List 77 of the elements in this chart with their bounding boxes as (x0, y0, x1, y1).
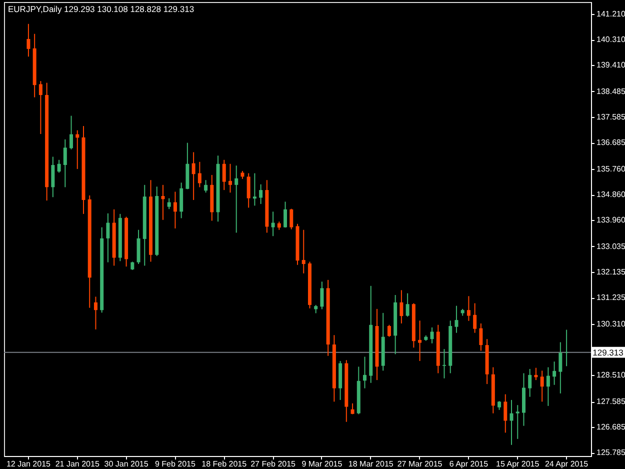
x-tick-label: 24 Apr 2015 (544, 460, 589, 468)
candlestick (320, 281, 324, 310)
candlestick (57, 159, 61, 174)
ref-line-label: 129.313 (592, 347, 624, 358)
x-tick-label: 15 Apr 2015 (496, 460, 540, 468)
x-tick-label: 18 Mar 2015 (348, 460, 394, 468)
x-tick-label: 9 Mar 2015 (302, 460, 343, 468)
candlestick (552, 361, 556, 386)
candlestick (161, 184, 165, 220)
candlestick (387, 324, 391, 338)
x-tick-label: 18 Feb 2015 (202, 460, 248, 468)
x-tick-label: 27 Mar 2015 (397, 460, 443, 468)
y-tick-label: 138.485 (596, 86, 625, 96)
candlestick (70, 115, 74, 150)
y-tick-label: 125.785 (596, 448, 625, 458)
x-tick-label: 21 Jan 2015 (55, 460, 100, 468)
candlestick (363, 356, 367, 389)
candlestick (252, 172, 256, 206)
x-tick-label: 12 Jan 2015 (6, 460, 52, 468)
x-tick-label: 27 Feb 2015 (250, 460, 296, 468)
x-tick-label: 30 Jan 2015 (104, 460, 149, 468)
y-tick-label: 128.510 (596, 370, 625, 380)
candlestick (106, 212, 110, 263)
y-tick-label: 133.960 (596, 216, 625, 225)
candlestick (63, 138, 67, 188)
candlestick (271, 211, 275, 237)
candlestick (192, 152, 196, 200)
chart-title: EURJPY,Daily 129.293 130.108 128.828 129.313 (8, 4, 194, 14)
candlestick (418, 320, 422, 362)
candlestick (259, 184, 263, 204)
candlestick (94, 296, 98, 330)
candlestick (473, 302, 477, 334)
y-tick-label: 140.310 (596, 35, 625, 44)
candlestick (234, 165, 238, 234)
y-tick-label: 135.760 (596, 164, 625, 174)
candlestick (173, 191, 177, 229)
candlestick (222, 159, 226, 191)
y-tick-label: 130.310 (596, 320, 625, 329)
candlestick (558, 342, 562, 394)
y-tick-label: 132.135 (596, 268, 625, 277)
candlestick (26, 23, 30, 58)
y-tick-label: 137.585 (596, 112, 625, 122)
y-tick-label: 139.410 (596, 60, 625, 70)
candlestick (204, 180, 208, 194)
candlestick (198, 161, 202, 188)
candlestick (516, 404, 520, 440)
candlestick (546, 366, 550, 406)
candlestick (540, 370, 544, 402)
y-tick-label: 131.235 (596, 293, 625, 302)
y-tick-label: 136.685 (596, 138, 625, 148)
candlestick (284, 201, 288, 228)
candlestick (454, 305, 458, 334)
candlestick (38, 80, 42, 134)
y-tick-label: 141.210 (596, 9, 625, 18)
y-tick-label: 126.685 (596, 422, 625, 432)
candlestick (51, 156, 55, 198)
candlestick (510, 399, 514, 446)
candlestick (400, 290, 404, 324)
candlestick (406, 292, 410, 318)
candlestick (290, 208, 294, 230)
y-tick-label: 134.860 (596, 190, 625, 200)
candlestick (302, 229, 306, 274)
candlestick (528, 368, 532, 398)
x-tick-label: 6 Apr 2015 (449, 460, 489, 468)
candlestick (136, 229, 140, 264)
candlestick (466, 296, 470, 322)
candlestick (504, 394, 508, 434)
y-tick-label: 127.585 (596, 397, 625, 406)
candlestick (228, 163, 232, 194)
candlestick (430, 326, 434, 344)
candlestick (442, 348, 446, 379)
x-tick-label: 9 Feb 2015 (154, 460, 196, 468)
candlestick (180, 182, 184, 219)
candlestick (167, 198, 171, 210)
candlestick (479, 322, 483, 352)
y-tick-label: 133.035 (596, 242, 625, 251)
candlestick (246, 172, 250, 208)
